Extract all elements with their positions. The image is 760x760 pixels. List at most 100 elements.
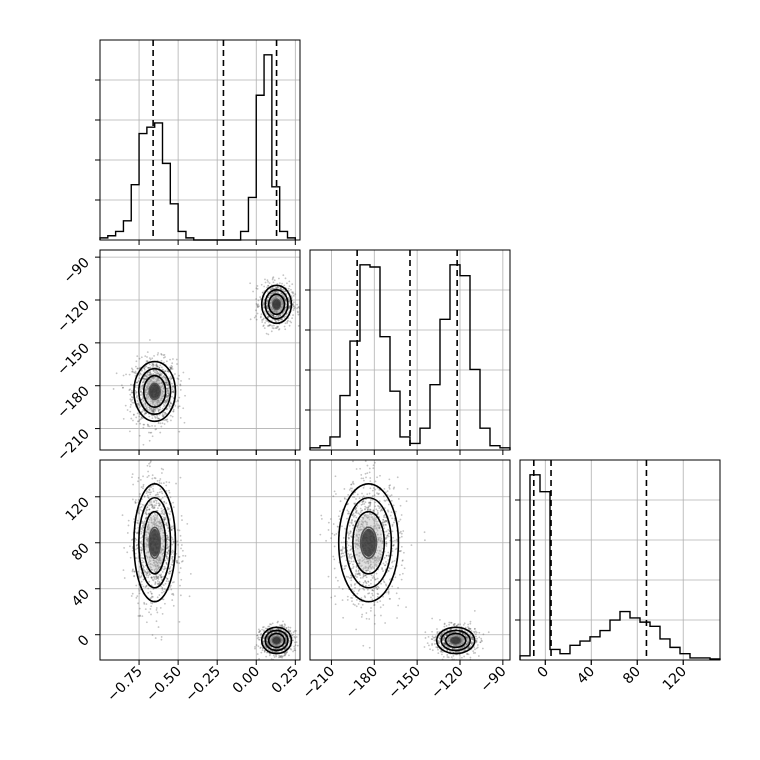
sample-point <box>143 377 146 380</box>
sample-point <box>172 542 175 544</box>
sample-point <box>340 552 343 555</box>
sample-point <box>156 577 159 580</box>
sample-point <box>167 507 170 510</box>
sample-point <box>142 557 145 560</box>
sample-point <box>147 386 150 389</box>
sample-point <box>272 276 275 279</box>
sample-point <box>156 576 159 579</box>
sample-point <box>275 644 278 647</box>
sample-point <box>151 477 154 480</box>
sample-point <box>145 531 148 534</box>
sample-point <box>158 374 161 377</box>
sample-point <box>151 402 154 405</box>
sample-point <box>150 592 153 595</box>
sample-point <box>160 391 163 394</box>
sample-point <box>150 596 153 599</box>
sample-point <box>169 402 172 405</box>
sample-point <box>152 515 155 517</box>
sample-point <box>140 356 143 359</box>
sample-point <box>275 311 278 314</box>
sample-point <box>267 284 269 287</box>
sample-point <box>144 517 147 520</box>
sample-point <box>142 475 144 478</box>
sample-point <box>146 423 149 426</box>
sample-point <box>273 310 276 312</box>
sample-point <box>179 567 182 569</box>
sample-point <box>269 640 272 642</box>
sample-point <box>141 391 144 394</box>
sample-point <box>356 592 359 595</box>
sample-point <box>148 373 151 376</box>
sample-point <box>150 400 153 403</box>
sample-point <box>271 643 274 646</box>
sample-point <box>275 290 278 293</box>
sample-point <box>292 291 294 294</box>
density-contour <box>267 293 286 316</box>
sample-point <box>292 631 295 634</box>
sample-point <box>332 555 335 558</box>
sample-point <box>136 595 139 598</box>
sample-point <box>262 640 265 643</box>
sample-point <box>139 391 142 393</box>
sample-point <box>146 398 149 401</box>
sample-point <box>271 327 274 329</box>
sample-point <box>373 614 376 617</box>
sample-point <box>157 399 160 402</box>
sample-point <box>170 588 173 591</box>
sample-point <box>139 390 142 392</box>
sample-point <box>131 539 133 541</box>
sample-point <box>159 562 162 564</box>
sample-point <box>131 592 134 595</box>
sample-point <box>160 366 163 369</box>
sample-point <box>382 521 384 524</box>
sample-point <box>267 635 269 638</box>
sample-point <box>278 328 281 330</box>
sample-point <box>294 293 297 296</box>
sample-point <box>355 605 358 608</box>
sample-point <box>151 399 153 402</box>
sample-point <box>165 408 168 411</box>
sample-point <box>162 356 165 359</box>
sample-point <box>149 597 152 600</box>
sample-point <box>359 467 362 470</box>
sample-point <box>348 555 351 558</box>
sample-point <box>146 397 149 400</box>
sample-point <box>383 556 386 559</box>
sample-point <box>147 382 150 385</box>
sample-point <box>249 282 252 285</box>
sample-point <box>292 650 294 653</box>
sample-point <box>350 522 353 525</box>
sample-point <box>180 514 183 517</box>
sample-point <box>344 527 346 530</box>
sample-point <box>159 431 162 434</box>
sample-point <box>161 549 163 552</box>
sample-point <box>122 374 125 377</box>
sample-point <box>380 582 382 585</box>
sample-point <box>157 521 160 523</box>
sample-point <box>262 629 265 632</box>
sample-point <box>172 390 175 392</box>
sample-point <box>145 375 148 378</box>
sample-point <box>171 415 174 418</box>
sample-point <box>272 297 275 300</box>
sample-point <box>272 314 275 316</box>
sample-point <box>384 523 387 526</box>
sample-point <box>166 381 168 384</box>
sample-point <box>165 553 168 556</box>
sample-point <box>288 307 290 310</box>
sample-point <box>159 399 162 402</box>
sample-point <box>334 475 337 478</box>
sample-point <box>354 573 357 575</box>
sample-point <box>265 302 268 305</box>
sample-point <box>266 306 268 309</box>
sample-point <box>150 613 152 616</box>
sample-point <box>259 630 261 633</box>
sample-point <box>146 373 149 376</box>
sample-point <box>167 395 170 398</box>
density-contour <box>260 284 293 325</box>
density-contour <box>271 636 282 645</box>
sample-point <box>173 581 175 583</box>
sample-point <box>371 594 374 597</box>
sample-point <box>146 556 149 558</box>
sample-point <box>171 385 174 388</box>
